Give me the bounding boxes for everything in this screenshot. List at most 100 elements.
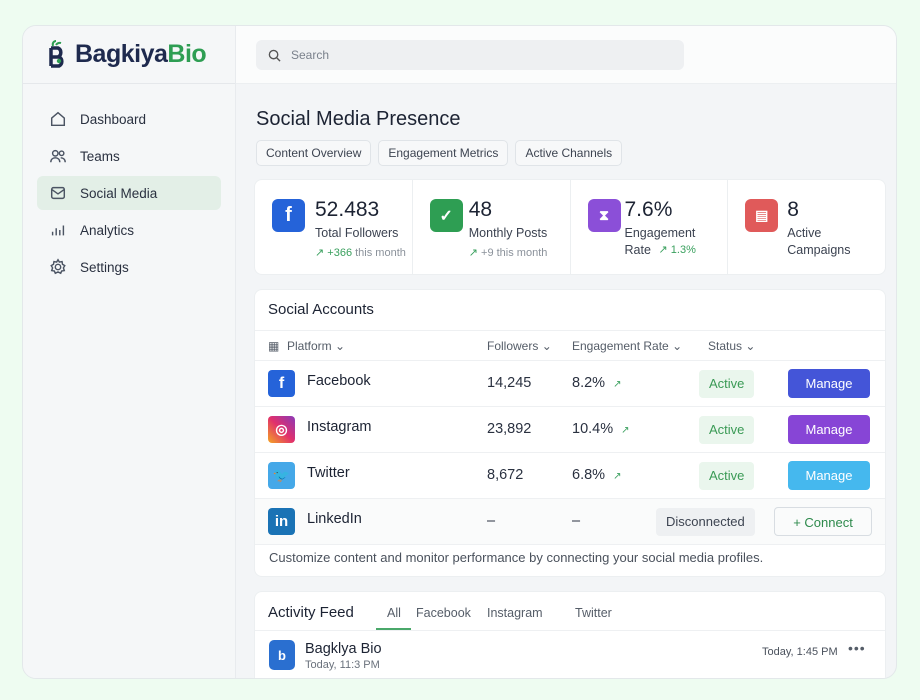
check-circle-icon: ✓ — [429, 199, 463, 232]
engagement-rate: 6.8% ↗ — [572, 467, 621, 483]
top-bar: Search — [236, 26, 896, 84]
facebook-icon: f — [272, 199, 305, 232]
platform-name: Instagram — [307, 419, 372, 435]
feed-item-name: Bagklya Bio — [305, 641, 382, 657]
engagement-value: 6.8% — [572, 467, 606, 483]
hourglass-icon: ⧗ — [587, 199, 621, 232]
active-tab-indicator — [376, 628, 411, 630]
more-options-icon[interactable]: ••• — [848, 640, 866, 656]
manage-button[interactable]: Manage — [788, 461, 870, 490]
app-window: Bagkiya Bio Dashboard Teams Social Media … — [22, 25, 897, 679]
column-engagement-rate[interactable]: Engagement Rate ⌄ — [572, 339, 683, 353]
stat-label: Active Campaigns — [787, 226, 851, 257]
stat-active-campaigns: ▤ 8 Active Campaigns — [728, 180, 885, 274]
table-header: ▦ Platform ⌄ Followers ⌄ Engagement Rate… — [255, 330, 885, 361]
gear-icon — [50, 258, 66, 275]
followers-count: – — [487, 513, 496, 529]
mail-icon — [50, 186, 66, 200]
status-badge: Active — [699, 416, 755, 444]
feed-tab-all[interactable]: All — [387, 606, 401, 620]
feed-tab-twitter[interactable]: Twitter — [575, 606, 612, 620]
search-placeholder: Search — [291, 48, 330, 62]
manage-button[interactable]: Manage — [788, 415, 870, 444]
sidebar-item-label: Social Media — [80, 185, 158, 201]
column-followers[interactable]: Followers ⌄ — [487, 339, 552, 353]
stat-change-value: +366 — [327, 247, 353, 259]
column-label: Engagement Rate — [572, 339, 669, 353]
feed-tab-instagram[interactable]: Instagram — [487, 606, 543, 620]
connect-button[interactable]: + Connect — [774, 507, 872, 536]
table-row: in LinkedIn – – Disconnected + Connect — [255, 499, 885, 545]
column-label: Platform — [287, 339, 332, 353]
brand-suffix: Bio — [167, 40, 207, 68]
table-row: 🐦 Twitter 8,672 6.8% ↗ Active Manage — [255, 453, 885, 499]
tab-active-channels[interactable]: Active Channels — [515, 140, 623, 166]
activity-feed-card: Activity Feed All Facebook Instagram Twi… — [254, 591, 886, 678]
platform-name: Facebook — [307, 373, 371, 389]
logo[interactable]: Bagkiya Bio — [23, 26, 235, 84]
stat-change-value: +9 this month — [481, 247, 548, 259]
platform-name: Twitter — [307, 465, 350, 481]
engagement-rate: 8.2% ↗ — [572, 375, 621, 391]
sidebar-item-settings[interactable]: Settings — [37, 250, 221, 284]
bar-chart-icon — [51, 225, 65, 236]
stat-change: ↗ 1.3% — [658, 244, 696, 256]
sidebar-item-dashboard[interactable]: Dashboard — [37, 102, 221, 136]
grid-icon: ▦ — [268, 339, 280, 353]
status-badge: Active — [699, 370, 755, 398]
column-platform[interactable]: Platform ⌄ — [287, 339, 346, 353]
stat-monthly-posts: ✓ 48 Monthly Posts ↗ +9 this month — [413, 180, 571, 274]
stat-engagement-rate: ⧗ 7.6% Engagement Rate ↗ 1.3% — [571, 180, 729, 274]
stat-value: 48 — [468, 198, 493, 221]
linkedin-icon: in — [268, 508, 295, 535]
search-input[interactable]: Search — [256, 40, 684, 70]
followers-count: 14,245 — [487, 375, 532, 391]
table-row: ◎ Instagram 23,892 10.4% ↗ Active Manage — [255, 407, 885, 453]
facebook-icon: f — [268, 370, 295, 397]
stat-value: 8 — [787, 198, 799, 221]
followers-count: 23,892 — [487, 421, 532, 437]
sidebar-item-label: Analytics — [80, 222, 135, 238]
table-row: f Facebook 14,245 8.2% ↗ Active Manage — [255, 361, 885, 407]
engagement-rate: 10.4% ↗ — [572, 421, 630, 437]
column-label: Followers — [487, 339, 539, 353]
card-title: Social Accounts — [268, 301, 374, 318]
stat-value: 52.483 — [315, 198, 380, 221]
page-title: Social Media Presence — [256, 108, 461, 130]
followers-count: 8,672 — [487, 467, 524, 483]
sidebar-item-label: Teams — [80, 148, 120, 164]
sidebar-item-teams[interactable]: Teams — [37, 139, 221, 173]
sidebar-item-label: Settings — [80, 259, 129, 275]
card-title: Activity Feed — [268, 604, 354, 621]
sidebar-item-social-media[interactable]: Social Media — [37, 176, 221, 210]
tab-engagement-metrics[interactable]: Engagement Metrics — [378, 140, 509, 166]
home-icon — [50, 111, 66, 127]
trend-up-icon: ↗ — [621, 425, 630, 436]
accounts-footer-text: Customize content and monitor performanc… — [269, 550, 764, 565]
status-badge: Active — [699, 462, 755, 490]
trend-up-icon: ↗ — [613, 379, 622, 390]
engagement-value: 8.2% — [572, 375, 606, 391]
stat-change: ↗ +9 this month — [468, 247, 548, 259]
stat-change-suffix: this month — [352, 247, 406, 259]
sidebar-item-label: Dashboard — [80, 111, 147, 127]
sidebar-item-analytics[interactable]: Analytics — [37, 213, 221, 247]
tab-content-overview[interactable]: Content Overview — [256, 140, 372, 166]
column-status[interactable]: Status ⌄ — [708, 339, 756, 353]
instagram-icon: ◎ — [268, 416, 295, 443]
manage-button[interactable]: Manage — [788, 369, 870, 398]
document-icon: ▤ — [745, 199, 779, 232]
social-accounts-card: Social Accounts ▦ Platform ⌄ Followers ⌄… — [254, 289, 886, 577]
feed-item-time: Today, 1:45 PM — [762, 646, 838, 658]
feed-tab-facebook[interactable]: Facebook — [416, 606, 471, 620]
engagement-value: 10.4% — [572, 421, 614, 437]
trend-up-icon: ↗ — [613, 471, 622, 482]
feed-item-subtitle: Today, 11:3 PM — [305, 659, 380, 671]
twitter-icon: 🐦 — [268, 462, 295, 489]
logo-icon — [49, 39, 64, 68]
stats-row: f 52.483 Total Followers ↗ +366 this mon… — [254, 179, 886, 275]
stat-label: Total Followers — [315, 226, 399, 240]
column-label: Status — [708, 339, 743, 353]
stat-label: Monthly Posts — [468, 226, 548, 240]
avatar: b — [269, 640, 295, 670]
